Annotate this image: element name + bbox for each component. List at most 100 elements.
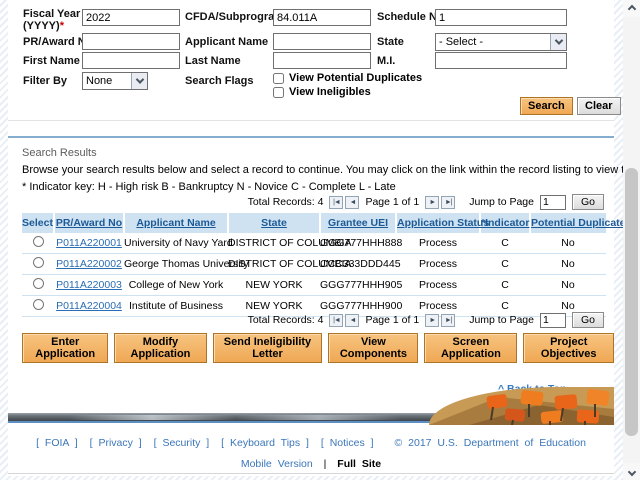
scrollbar-thumb[interactable] (625, 168, 638, 436)
col-header-pr-award-no[interactable]: PR/Award No (53, 213, 124, 233)
cell-potential-duplicate: No (530, 274, 606, 296)
col-header-application-status[interactable]: Application Status (395, 213, 489, 233)
cell-application-status: Process (396, 274, 480, 296)
previous-page-icon[interactable]: ◄ (345, 313, 360, 327)
search-button[interactable]: Search (520, 97, 573, 115)
select-record-radio[interactable] (32, 236, 44, 247)
last-page-icon[interactable]: ►| (441, 313, 456, 327)
col-header-grantee-uei[interactable]: Grantee UEI (319, 213, 396, 233)
col-header-select: Select (22, 213, 54, 233)
security-link[interactable]: [ Security ] (153, 437, 210, 449)
table-row: P011A220001 University of Navy Yard DIST… (22, 233, 606, 254)
pr-award-link[interactable]: P011A220004 (56, 300, 122, 312)
select-record-radio[interactable] (32, 257, 44, 268)
cell-application-status: Process (396, 253, 480, 275)
search-flags-label: Search Flags (185, 75, 254, 87)
jump-to-page-label: Jump to Page (469, 314, 534, 326)
first-name-label: First Name (23, 55, 80, 67)
cell-applicant-name: George Thomas University (124, 253, 249, 275)
page-indicator: Page 1 of 1 (365, 314, 420, 326)
previous-page-icon[interactable]: ◄ (345, 195, 360, 209)
cell-potential-duplicate: No (530, 295, 606, 317)
mi-input[interactable] (435, 52, 567, 69)
view-components-button[interactable]: View Components (328, 333, 419, 363)
next-page-icon[interactable]: ► (425, 313, 440, 327)
cell-grantee-uei: GGG777HHH888 (320, 233, 402, 254)
copyright-text: © 2017 U.S. Department of Education (394, 437, 586, 449)
clear-button[interactable]: Clear (577, 97, 621, 115)
cell-grantee-uei: GGG777HHH905 (320, 274, 402, 296)
form-section-divider (8, 120, 614, 121)
jump-to-page-label: Jump to Page (469, 196, 534, 208)
notices-link[interactable]: [ Notices ] (320, 437, 374, 449)
view-ineligibles-label: View Ineligibles (289, 86, 371, 98)
required-asterisk: * (59, 20, 64, 32)
table-row: P011A220002 George Thomas University DIS… (22, 253, 606, 275)
schedule-no-input[interactable] (435, 9, 567, 26)
select-record-radio[interactable] (32, 278, 44, 289)
table-row: P011A220004 Institute of Business NEW YO… (22, 295, 606, 317)
go-button[interactable]: Go (571, 194, 604, 210)
pr-award-link[interactable]: P011A220003 (56, 279, 122, 291)
total-records-label: Total Records: 4 (247, 196, 324, 208)
cell-state: NEW YORK (228, 295, 320, 317)
project-objectives-button[interactable]: Project Objectives (523, 333, 614, 363)
view-ineligibles-checkbox[interactable] (273, 86, 284, 98)
vertical-scrollbar[interactable] (623, 0, 640, 480)
col-header-applicant-name[interactable]: Applicant Name (123, 213, 228, 233)
action-buttons: Enter Application Modify Application Sen… (22, 333, 614, 363)
screen-application-button[interactable]: Screen Application (424, 333, 518, 363)
applicant-name-input[interactable] (273, 33, 371, 50)
view-potential-duplicates-row: View Potential Duplicates (273, 72, 422, 84)
chevron-down-icon[interactable] (131, 73, 147, 89)
enter-application-button[interactable]: Enter Application (22, 333, 109, 363)
send-ineligibility-letter-button[interactable]: Send Ineligibility Letter (212, 333, 323, 363)
first-page-icon[interactable]: |◄ (329, 195, 344, 209)
scroll-up-icon[interactable] (623, 0, 640, 17)
schedule-no-label-text: Schedule No (377, 11, 444, 23)
cell-indicator: C (480, 253, 530, 275)
pr-award-link[interactable]: P011A220002 (56, 258, 122, 270)
fiscal-year-label-line2: (YYYY) (23, 20, 60, 32)
metallic-divider-bar (8, 413, 614, 423)
mobile-version-link[interactable]: Mobile Version (240, 458, 313, 470)
pr-award-no-input[interactable] (82, 33, 180, 50)
filter-by-label: Filter By (23, 75, 68, 87)
classroom-photo (429, 387, 614, 425)
cfda-input[interactable] (273, 9, 371, 26)
keyboard-tips-link[interactable]: [ Keyboard Tips ] (221, 437, 309, 449)
last-name-label: Last Name (185, 55, 241, 67)
select-record-radio[interactable] (32, 299, 44, 310)
foia-link[interactable]: [ FOIA ] (36, 437, 78, 449)
indicator-key: * Indicator key: H - High risk B - Bankr… (22, 181, 396, 193)
col-header-indicator[interactable]: *Indicator (479, 213, 530, 233)
jump-to-page-input[interactable] (539, 312, 566, 328)
col-header-potential-duplicate[interactable]: Potential Duplicate (529, 213, 626, 233)
modify-application-button[interactable]: Modify Application (114, 333, 207, 363)
first-name-input[interactable] (82, 52, 180, 69)
page-content: Fiscal Year (YYYY)* CFDA/Subprogram * Sc… (8, 0, 640, 476)
next-page-icon[interactable]: ► (425, 195, 440, 209)
col-header-state[interactable]: State (227, 213, 320, 233)
cell-potential-duplicate: No (530, 233, 606, 254)
full-site-link[interactable]: Full Site (337, 458, 382, 470)
first-page-icon[interactable]: |◄ (329, 313, 344, 327)
results-table: Select PR/Award No Applicant Name State … (22, 213, 626, 317)
applicant-name-label: Applicant Name (185, 36, 269, 48)
go-button[interactable]: Go (571, 312, 604, 328)
privacy-link[interactable]: [ Privacy ] (89, 437, 142, 449)
results-instructions: Browse your search results below and sel… (22, 164, 640, 176)
cell-application-status: Process (396, 233, 480, 254)
jump-to-page-input[interactable] (539, 194, 566, 210)
last-name-input[interactable] (273, 52, 371, 69)
state-select[interactable]: - Select - (435, 33, 567, 51)
fiscal-year-input[interactable] (82, 9, 180, 26)
chevron-down-icon[interactable] (550, 34, 566, 50)
pr-award-link[interactable]: P011A220001 (56, 237, 122, 249)
fiscal-year-label-line1: Fiscal Year (23, 8, 81, 20)
view-potential-duplicates-checkbox[interactable] (273, 72, 284, 84)
last-page-icon[interactable]: ►| (441, 195, 456, 209)
filter-by-select[interactable]: None (82, 72, 148, 90)
scroll-down-icon[interactable] (623, 463, 640, 480)
pagination-bottom: Total Records: 4 |◄ ◄ Page 1 of 1 ► ►| J… (248, 312, 604, 328)
